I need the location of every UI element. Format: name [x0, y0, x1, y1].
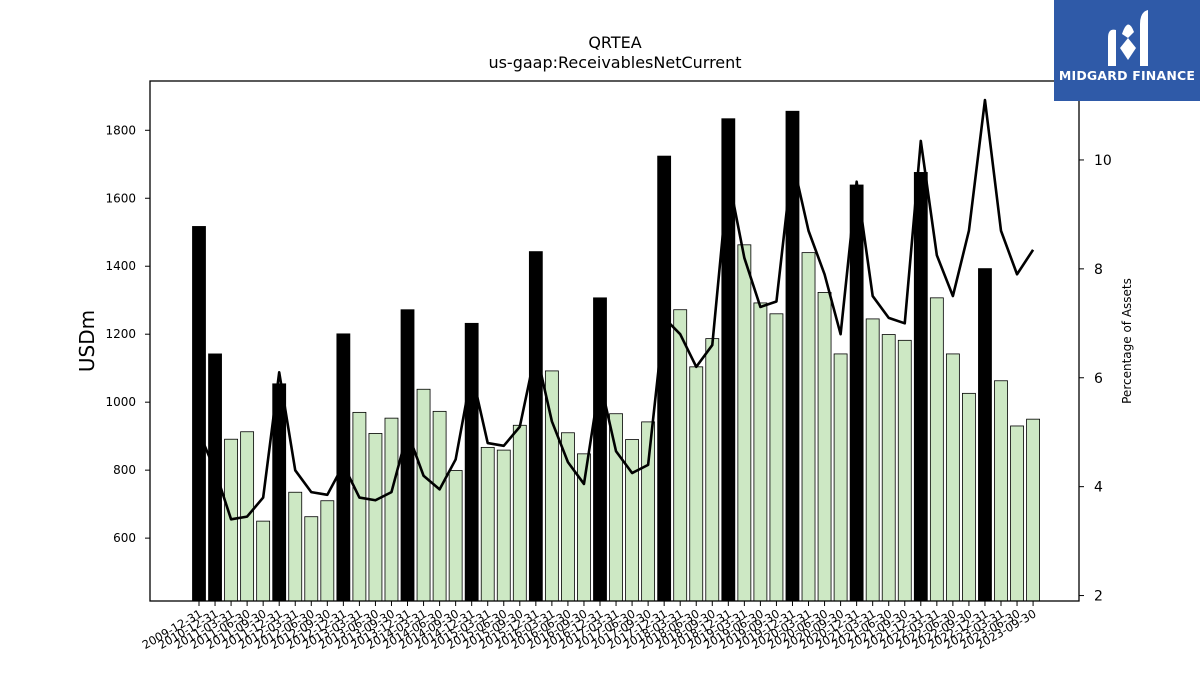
bar-2013-09-30	[384, 417, 399, 602]
bar-2018-12-31	[721, 118, 736, 602]
bar-2011-09-30	[256, 520, 271, 602]
y-tick-label: 800	[113, 463, 136, 477]
bar-2018-06-30	[689, 366, 704, 602]
bar-2020-06-30	[817, 291, 832, 602]
bar-2012-03-31	[288, 491, 303, 602]
y-tick-label: 1400	[105, 259, 136, 273]
midgard-finance-logo: MIDGARD FINANCE	[1054, 0, 1200, 101]
y2-tick-label: 2	[1094, 589, 1103, 605]
x-axis: 2009-12-312010-12-312011-03-312011-06-30…	[140, 601, 1039, 652]
bar-2017-09-30	[641, 421, 656, 602]
y2-tick-label: 6	[1094, 371, 1103, 387]
bar-2014-12-31	[464, 322, 479, 602]
bar-2018-03-31	[673, 309, 688, 602]
bar-2010-12-31	[208, 353, 222, 602]
bar-2019-09-30	[769, 313, 784, 602]
y-tick-label: 1000	[105, 395, 136, 409]
y-axis-right: 2 4 6 8 10	[1079, 153, 1112, 605]
bar-2023-09-30	[1026, 418, 1040, 602]
bar-2021-03-31	[865, 318, 880, 602]
bar-group	[192, 110, 1040, 602]
bar-2017-03-31	[609, 413, 623, 602]
bar-2015-09-30	[512, 424, 527, 602]
bar-2023-03-31	[994, 380, 1008, 602]
bar-2017-12-31	[657, 155, 672, 602]
bar-2013-06-30	[368, 433, 383, 602]
bar-2018-09-30	[705, 338, 720, 602]
midgard-logo-icon	[1108, 10, 1148, 66]
bar-2009-12-31	[192, 226, 206, 602]
bar-2014-09-30	[448, 470, 463, 602]
y-axis-label: USDm	[75, 310, 99, 372]
bar-2021-09-30	[897, 339, 912, 602]
bar-2022-12-31	[978, 268, 992, 602]
bar-2013-03-31	[352, 411, 367, 602]
bar-2015-12-31	[528, 251, 543, 602]
bar-2013-12-31	[400, 309, 415, 602]
bar-2021-06-30	[881, 334, 896, 602]
y-axis-left: 600 800 1000 1200 1400 1600 1800	[105, 123, 150, 545]
y-tick-label: 1600	[105, 191, 136, 205]
bar-2019-06-30	[753, 302, 768, 602]
bar-2012-09-30	[320, 500, 335, 602]
y2-axis-label: Percentage of Assets	[1120, 278, 1134, 404]
logo-text: MIDGARD FINANCE	[1058, 68, 1196, 83]
bar-2022-09-30	[962, 392, 976, 602]
bar-2015-06-30	[496, 449, 511, 602]
bar-2012-06-30	[304, 516, 319, 602]
bar-2022-03-31	[929, 297, 944, 602]
bar-2014-06-30	[432, 410, 447, 602]
percentage-line	[197, 98, 1035, 521]
plot-frame	[149, 80, 1080, 602]
chart-subtitle: us-gaap:ReceivablesNetCurrent	[488, 53, 741, 72]
bar-2020-03-31	[801, 252, 816, 602]
bar-2017-06-30	[625, 439, 639, 602]
y2-tick-label: 8	[1094, 262, 1103, 278]
bar-2023-06-30	[1010, 425, 1024, 602]
bar-2016-12-31	[593, 297, 607, 602]
bar-2016-06-30	[561, 432, 575, 602]
bar-2021-12-31	[913, 172, 928, 602]
y-tick-label: 600	[113, 531, 136, 545]
y-tick-label: 1200	[105, 327, 136, 341]
bar-2014-03-31	[416, 388, 431, 602]
bar-2020-12-31	[849, 184, 864, 602]
bar-2022-06-30	[945, 353, 960, 602]
y-tick-label: 1800	[105, 123, 136, 137]
bar-2020-09-30	[833, 353, 848, 602]
chart-title: QRTEA	[588, 33, 641, 52]
bar-2019-03-31	[737, 244, 752, 602]
bar-2015-03-31	[480, 446, 495, 602]
y2-tick-label: 10	[1094, 153, 1112, 169]
y2-tick-label: 4	[1094, 480, 1103, 496]
